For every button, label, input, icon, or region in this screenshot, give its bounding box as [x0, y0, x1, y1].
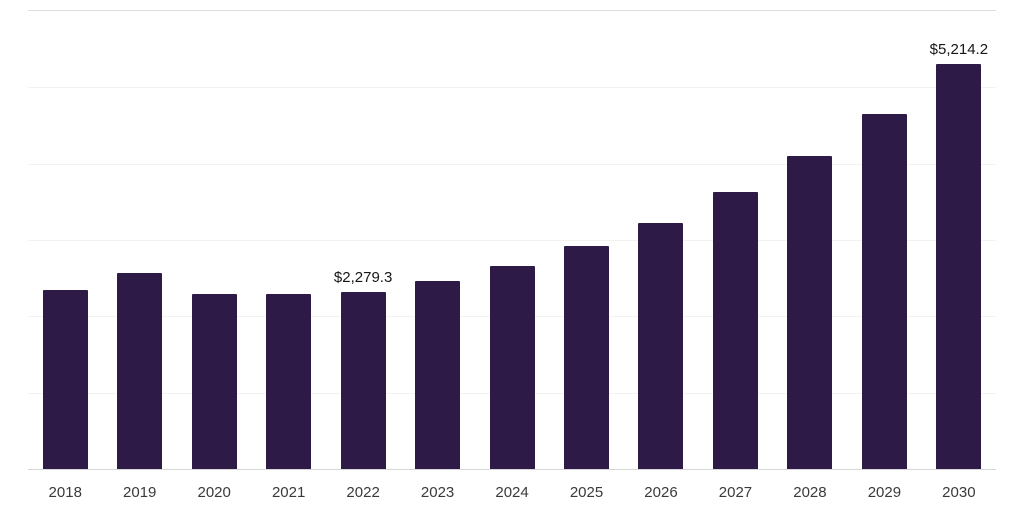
bar-group: [624, 11, 698, 469]
x-tick-label: 2020: [197, 484, 231, 501]
x-tick-label: 2024: [495, 484, 529, 501]
bar-group: $5,214.2: [922, 11, 996, 469]
bar-value-label: $5,214.2: [929, 41, 989, 59]
bar: [42, 290, 88, 469]
bar: [564, 246, 610, 469]
bar-value-label: $2,279.3: [333, 269, 393, 287]
plot-area: $2,279.3 $5,214.2: [28, 10, 996, 470]
bar-group: [177, 11, 251, 469]
bar-chart: $2,279.3 $5,214.2 2018 2019 2020 2021 2022 202…: [28, 10, 996, 500]
x-tick-label: 2025: [569, 484, 604, 501]
bar-group: $2,279.3: [326, 11, 400, 469]
bar: [266, 294, 312, 469]
x-tick-label: 2018: [48, 484, 82, 501]
bar: [415, 281, 461, 469]
bar-group: [773, 11, 847, 469]
bar: [489, 266, 535, 469]
bar-group: [549, 11, 623, 469]
x-tick-label: 2028: [793, 484, 827, 501]
bar: [191, 293, 237, 469]
bar: [712, 191, 758, 469]
bar-group: [847, 11, 921, 469]
bar-group: [28, 11, 102, 469]
x-tick-label: 2029: [867, 484, 902, 501]
bar-group: [400, 11, 474, 469]
bar: [340, 292, 386, 469]
x-axis-labels: 2018 2019 2020 2021 2022 2023 2024 2025 2026 2027…: [28, 470, 996, 500]
x-tick-label: 2027: [718, 484, 753, 501]
x-tick-label: 2023: [420, 484, 455, 501]
bar: [787, 156, 833, 469]
bar-group: [698, 11, 772, 469]
bar: [936, 64, 982, 469]
bars-row: $2,279.3 $5,214.2: [28, 11, 996, 469]
x-tick-label: 2022: [346, 484, 380, 501]
bar: [861, 114, 907, 469]
x-tick-label: 2021: [271, 484, 306, 501]
bar: [117, 273, 163, 469]
x-tick-label: 2026: [644, 484, 678, 501]
bar-group: [475, 11, 549, 469]
bar-group: [251, 11, 325, 469]
bar: [638, 222, 684, 469]
x-tick-label: 2030: [942, 484, 976, 501]
x-tick-label: 2019: [123, 484, 157, 501]
bar-group: [102, 11, 176, 469]
